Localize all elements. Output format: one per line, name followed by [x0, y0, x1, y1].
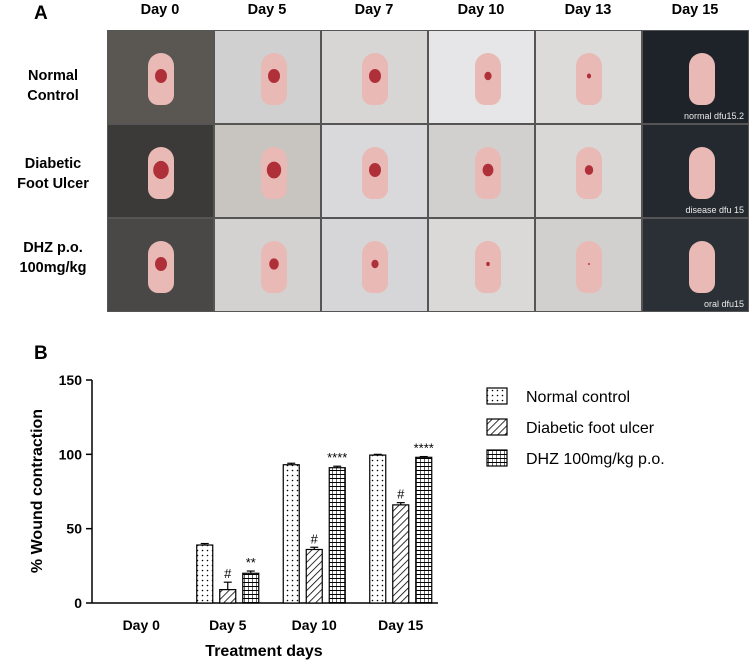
wound-contraction-chart: 0 50 100 150 Day 0 Day 5 Day 10 Day 15 # ** # ****… — [29, 372, 665, 660]
y-tick-label: 0 — [74, 595, 82, 611]
day-header-5: Day 15 — [671, 2, 719, 18]
day-header-0: Day 0 — [140, 2, 180, 18]
rat-paw — [576, 241, 602, 293]
photo-watermark: oral dfu15 — [703, 299, 744, 309]
wound-photo — [535, 30, 642, 124]
day-header-4: Day 13 — [564, 2, 612, 18]
wound-spot — [484, 71, 492, 81]
wound-spot — [588, 262, 590, 266]
wound-photo — [535, 218, 642, 312]
wound-photo — [428, 124, 535, 218]
row-label-line1: Diabetic — [24, 156, 82, 172]
significance-mark: # — [224, 566, 232, 581]
wound-spot — [155, 69, 167, 83]
row-label-line1: Normal — [28, 68, 78, 84]
legend-swatch — [486, 418, 508, 436]
y-tick-label: 50 — [66, 521, 82, 537]
wound-spot — [266, 161, 282, 179]
photo-watermark: normal dfu15.2 — [683, 111, 744, 121]
wound-spot — [369, 163, 381, 177]
wound-photo — [107, 124, 214, 218]
wound-spot — [268, 69, 280, 83]
row-label-dhz-treated: DHZ p.o. 100mg/kg — [0, 238, 106, 278]
bar — [305, 548, 323, 604]
row-label-line2: Foot Ulcer — [17, 176, 89, 192]
wound-spot — [584, 165, 594, 175]
y-axis-title: % Wound contraction — [29, 409, 46, 573]
wound-spot — [369, 69, 381, 83]
row-label-line2: 100mg/kg — [19, 260, 87, 276]
bar — [369, 454, 387, 604]
significance-mark: ** — [246, 555, 256, 570]
row-label-line2: Control — [27, 88, 79, 104]
chart-bars: # ** # **** # **** — [196, 441, 434, 604]
chart-axes: 0 50 100 150 Day 0 Day 5 Day 10 Day 15 — [59, 372, 438, 633]
wound-photo — [321, 218, 428, 312]
bar — [392, 504, 410, 604]
bar — [328, 467, 346, 604]
bar — [219, 589, 237, 604]
day-header-1: Day 5 — [247, 2, 287, 18]
rat-paw — [689, 53, 715, 105]
wound-spot — [155, 257, 167, 271]
wound-photo — [321, 124, 428, 218]
legend-label: Normal control — [526, 389, 630, 406]
x-tick-label: Day 15 — [378, 617, 423, 633]
y-tick-label: 100 — [59, 446, 83, 462]
wound-photo — [107, 30, 214, 124]
wound-spot — [486, 261, 490, 267]
x-axis-title: Treatment days — [205, 643, 322, 660]
x-tick-label: Day 0 — [123, 617, 161, 633]
panel-a-letter: A — [34, 3, 48, 24]
wound-photo — [428, 30, 535, 124]
wound-photo: normal dfu15.2 — [642, 30, 749, 124]
y-tick-label: 150 — [59, 372, 83, 388]
bar — [282, 464, 300, 604]
rat-paw — [689, 241, 715, 293]
row-label-diabetic-foot-ulcer: Diabetic Foot Ulcer — [0, 154, 106, 194]
bar — [242, 572, 260, 604]
significance-mark: # — [397, 487, 405, 502]
rat-paw — [576, 53, 602, 105]
wound-spot — [586, 73, 592, 79]
wound-spot — [371, 259, 379, 269]
chart-legend: Normal control Diabetic foot ulcer DHZ 100… — [486, 387, 665, 468]
bar — [415, 456, 433, 604]
day-header-2: Day 7 — [354, 2, 394, 18]
significance-mark: **** — [414, 441, 434, 456]
rat-paw — [475, 241, 501, 293]
bar — [196, 544, 214, 604]
wound-photo — [321, 30, 428, 124]
wound-photo — [107, 218, 214, 312]
wound-photo — [428, 218, 535, 312]
wound-photo — [214, 218, 321, 312]
row-label-normal-control: Normal Control — [0, 66, 106, 106]
day-header-3: Day 10 — [457, 2, 505, 18]
significance-mark: # — [311, 531, 319, 546]
significance-mark: **** — [327, 450, 347, 465]
wound-photo: oral dfu15 — [642, 218, 749, 312]
photo-watermark: disease dfu 15 — [685, 205, 744, 215]
legend-swatch — [486, 449, 508, 467]
wound-spot — [153, 160, 169, 180]
wound-photo: disease dfu 15 — [642, 124, 749, 218]
row-label-line1: DHZ p.o. — [23, 240, 83, 256]
legend-swatch — [486, 387, 508, 405]
wound-spot — [482, 163, 494, 177]
x-tick-label: Day 5 — [209, 617, 247, 633]
wound-photo — [535, 124, 642, 218]
wound-photo — [214, 124, 321, 218]
legend-label: Diabetic foot ulcer — [526, 420, 655, 437]
wound-spot — [269, 258, 279, 270]
wound-photo — [214, 30, 321, 124]
rat-paw — [689, 147, 715, 199]
legend-label: DHZ 100mg/kg p.o. — [526, 451, 665, 468]
x-tick-label: Day 10 — [292, 617, 337, 633]
panel-b-letter: B — [34, 343, 48, 364]
